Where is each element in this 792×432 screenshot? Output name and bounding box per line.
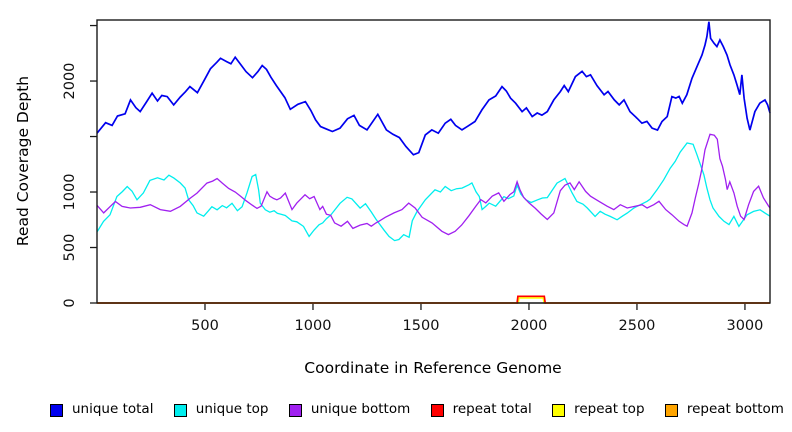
series-line-unique-total xyxy=(96,21,771,156)
legend: unique total unique top unique bottom re… xyxy=(0,397,792,423)
y-tick-label: 1000 xyxy=(62,174,78,211)
unique-total-swatch-icon xyxy=(50,403,63,417)
x-tick-label: 500 xyxy=(191,318,219,334)
legend-item-repeat-top: repeat top xyxy=(552,401,645,418)
x-tick-label: 3000 xyxy=(726,318,763,334)
series-line-unique-top xyxy=(96,142,771,242)
series-line-repeat-total xyxy=(97,295,770,304)
repeat-total-swatch-icon xyxy=(430,403,444,417)
unique-bottom-swatch-icon xyxy=(288,403,302,417)
legend-item-repeat-bottom: repeat bottom xyxy=(664,401,784,418)
y-tick-label: 500 xyxy=(62,234,78,262)
x-tick-label: 1500 xyxy=(403,318,440,334)
legend-label: repeat top xyxy=(574,401,645,418)
legend-label: repeat bottom xyxy=(686,401,784,418)
repeat-top-swatch-icon xyxy=(552,403,566,417)
legend-label: repeat total xyxy=(452,401,532,418)
legend-label: unique total xyxy=(72,401,154,418)
y-tick-label: 2000 xyxy=(62,63,78,100)
legend-item-repeat-total: repeat total xyxy=(430,401,532,418)
legend-label: unique bottom xyxy=(310,401,411,418)
legend-item-unique-total: unique total xyxy=(50,403,153,417)
x-tick-label: 1000 xyxy=(295,318,332,334)
x-axis-title: Coordinate in Reference Genome xyxy=(304,359,561,377)
series-line-unique-bottom xyxy=(96,133,771,236)
legend-item-unique-top: unique top xyxy=(173,401,269,418)
legend-item-unique-bottom: unique bottom xyxy=(288,401,411,418)
x-tick-label: 2000 xyxy=(511,318,548,334)
x-tick-label: 2500 xyxy=(619,318,656,334)
y-axis-title: Read Coverage Depth xyxy=(14,76,32,246)
legend-label: unique top xyxy=(195,401,269,418)
repeat-bottom-swatch-icon xyxy=(664,403,678,417)
y-tick-label: 0 xyxy=(62,298,78,307)
unique-top-swatch-icon xyxy=(173,403,187,417)
coverage-plot: 500 1000 1500 2000 2500 3000 0 500 1000 2000 Coor… xyxy=(14,19,771,377)
plot-border xyxy=(96,19,771,304)
